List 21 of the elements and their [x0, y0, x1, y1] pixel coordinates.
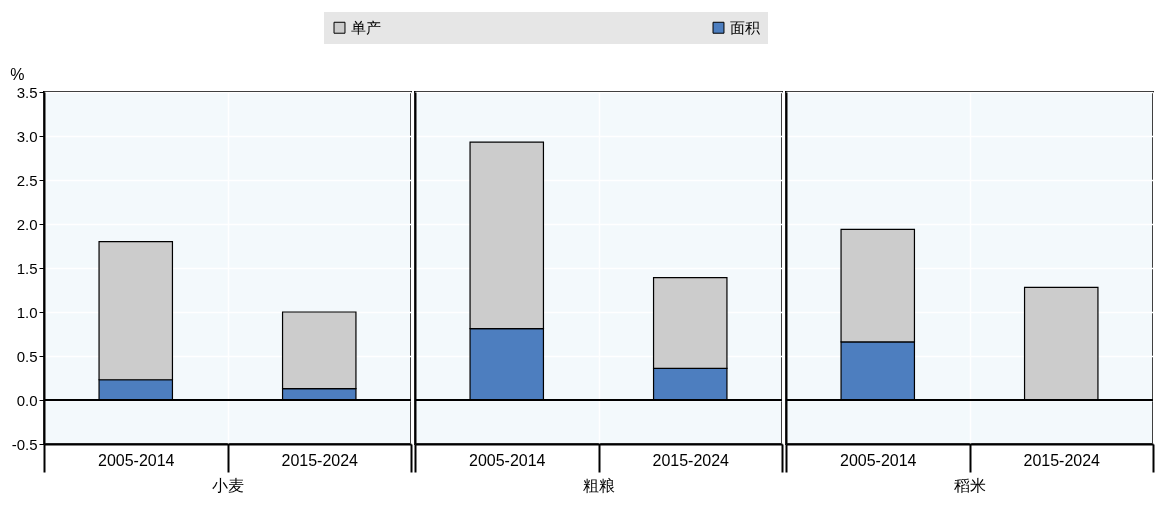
x-tick-label: 2005-2014: [839, 451, 917, 469]
y-tick-label: 3.0: [16, 127, 38, 145]
y-tick-label: 2.5: [16, 171, 38, 189]
y-tick-label: 3.5: [16, 83, 38, 101]
legend-label: 单产: [351, 18, 381, 36]
y-tick-label: 1.0: [16, 303, 38, 321]
legend-label: 面积: [730, 18, 760, 36]
y-tick-label: 2.0: [16, 215, 38, 233]
x-tick-label: 2015-2024: [652, 451, 730, 469]
x-tick-label: 2015-2024: [1023, 451, 1101, 469]
y-tick-label: 0.5: [16, 347, 38, 365]
x-tick-label: 2015-2024: [281, 451, 359, 469]
x-axis-title: 粗粮: [583, 476, 615, 494]
x-tick-label: 2005-2014: [468, 451, 546, 469]
y-axis-title: %: [10, 65, 25, 83]
y-tick-label: 0.0: [16, 391, 38, 409]
x-axis-title: 小麦: [212, 476, 244, 494]
x-tick-label: 2005-2014: [97, 451, 175, 469]
x-axis-title: 稻米: [954, 476, 986, 494]
y-tick-label: 1.5: [16, 259, 38, 277]
y-tick-label: -0.5: [11, 435, 38, 453]
